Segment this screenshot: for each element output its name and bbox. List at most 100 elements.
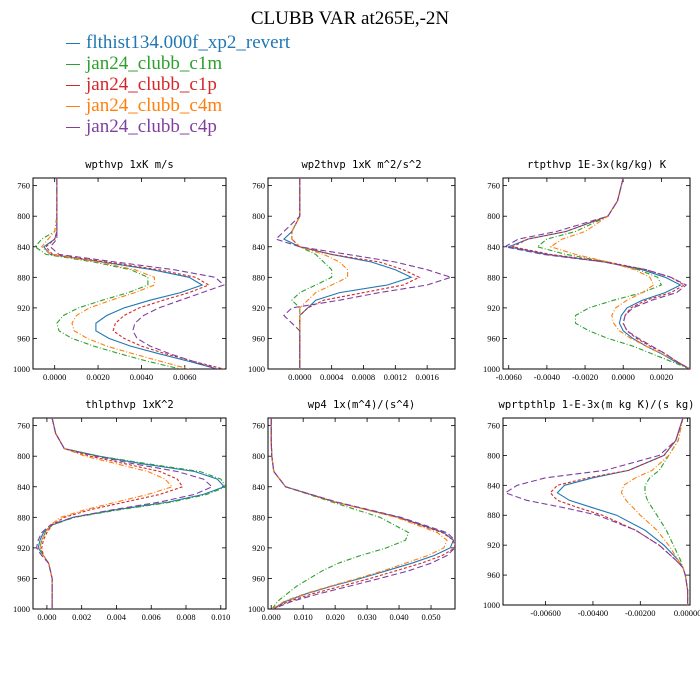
series-line-2 xyxy=(270,418,455,609)
series-line-4 xyxy=(504,418,689,605)
x-tick-label: 0.0008 xyxy=(352,372,375,382)
plot-title: wp4 1x(m^4)/(s^4) xyxy=(308,399,415,411)
plot-title: rtpthvp 1E-3x(kg/kg) K xyxy=(527,159,667,171)
x-tick-label: 0.0000 xyxy=(43,372,66,382)
y-tick-label: 880 xyxy=(17,272,30,282)
series-line-1 xyxy=(291,178,333,369)
legend-swatch xyxy=(66,85,80,87)
y-tick-label: 840 xyxy=(487,242,500,252)
y-tick-label: 880 xyxy=(487,510,500,520)
y-tick-label: 920 xyxy=(487,303,500,313)
x-tick-label: -0.0040 xyxy=(534,372,560,382)
x-tick-label: 0.0000 xyxy=(612,372,635,382)
y-tick-label: 960 xyxy=(487,333,500,343)
plot-title: wprtpthlp 1-E-3x(m kg K)/(s kg) xyxy=(499,399,695,411)
legend-item: jan24_clubb_c4p xyxy=(66,116,290,137)
series-line-2 xyxy=(549,418,689,605)
legend-label: jan24_clubb_c1p xyxy=(86,74,217,95)
y-tick-label: 760 xyxy=(17,421,30,431)
series-line-1 xyxy=(34,178,181,369)
y-tick-label: 920 xyxy=(17,303,30,313)
series-line-3 xyxy=(620,418,689,605)
y-tick-label: 1000 xyxy=(483,600,500,610)
x-tick-label: 0.050 xyxy=(421,612,440,622)
plot-frame xyxy=(32,417,227,610)
y-tick-label: 960 xyxy=(252,333,265,343)
series-line-3 xyxy=(549,178,690,369)
series-line-1 xyxy=(644,418,689,605)
y-tick-label: 840 xyxy=(252,482,265,492)
x-tick-label: 0.0020 xyxy=(650,372,673,382)
series-line-4 xyxy=(503,178,690,369)
legend-swatch xyxy=(66,43,80,45)
x-tick-label: 0.020 xyxy=(326,612,345,622)
legend-item: jan24_clubb_c4m xyxy=(66,95,290,116)
y-tick-label: 880 xyxy=(252,512,265,522)
series-line-4 xyxy=(270,418,455,609)
series-line-3 xyxy=(40,178,190,369)
y-tick-label: 920 xyxy=(487,540,500,550)
x-tick-label: 0.0016 xyxy=(415,372,438,382)
legend-item: flthist134.000f_xp2_revert xyxy=(66,32,290,53)
legend-label: flthist134.000f_xp2_revert xyxy=(86,32,291,53)
y-tick-label: 800 xyxy=(17,451,30,461)
x-tick-label: -0.00200 xyxy=(625,608,655,618)
y-tick-label: 920 xyxy=(17,543,30,553)
y-tick-label: 800 xyxy=(487,450,500,460)
x-tick-label: 0.0012 xyxy=(384,372,407,382)
y-tick-label: 960 xyxy=(17,573,30,583)
y-tick-label: 800 xyxy=(252,451,265,461)
x-tick-label: 0.040 xyxy=(389,612,408,622)
x-tick-label: 0.0000 xyxy=(288,372,311,382)
x-tick-label: -0.0020 xyxy=(572,372,598,382)
y-tick-label: 840 xyxy=(17,482,30,492)
y-tick-label: 840 xyxy=(17,242,30,252)
legend-item: jan24_clubb_c1m xyxy=(66,53,290,74)
series-line-1 xyxy=(270,418,410,609)
y-tick-label: 880 xyxy=(17,512,30,522)
x-tick-label: -0.0060 xyxy=(496,372,522,382)
series-line-0 xyxy=(556,418,689,605)
y-tick-label: 840 xyxy=(252,242,265,252)
y-tick-label: 920 xyxy=(252,303,265,313)
legend-swatch xyxy=(66,106,80,108)
y-tick-label: 800 xyxy=(252,211,265,221)
y-tick-label: 760 xyxy=(487,181,500,191)
x-tick-label: 0.0060 xyxy=(173,372,196,382)
y-tick-label: 880 xyxy=(252,272,265,282)
plot-frame xyxy=(502,177,691,370)
x-tick-label: 0.000 xyxy=(37,612,56,622)
y-tick-label: 1000 xyxy=(248,364,265,374)
y-tick-label: 760 xyxy=(252,421,265,431)
y-tick-label: 880 xyxy=(487,272,500,282)
series-line-3 xyxy=(270,418,448,609)
x-tick-label: 0.0040 xyxy=(130,372,153,382)
x-tick-label: 0.0004 xyxy=(320,372,344,382)
legend-item: jan24_clubb_c1p xyxy=(66,74,290,95)
series-line-4 xyxy=(274,178,453,369)
y-tick-label: 920 xyxy=(252,543,265,553)
series-line-2 xyxy=(291,178,421,369)
y-tick-label: 760 xyxy=(487,420,500,430)
series-line-3 xyxy=(291,178,349,369)
legend-label: jan24_clubb_c4p xyxy=(86,116,217,137)
x-tick-label: 0.0020 xyxy=(86,372,109,382)
y-tick-label: 960 xyxy=(252,573,265,583)
y-tick-label: 1000 xyxy=(248,604,265,614)
legend-label: jan24_clubb_c4m xyxy=(86,95,223,116)
series-line-0 xyxy=(42,178,218,369)
y-tick-label: 800 xyxy=(17,211,30,221)
plot-title: wpthvp 1xK m/s xyxy=(85,159,174,171)
series-line-2 xyxy=(45,178,224,369)
plot-frame xyxy=(267,177,456,370)
plot-frame xyxy=(267,417,456,610)
x-tick-label: -0.00400 xyxy=(578,608,608,618)
plot-frame xyxy=(32,177,227,370)
legend-swatch xyxy=(66,127,80,129)
y-tick-label: 1000 xyxy=(13,604,30,614)
x-tick-label: 0.002 xyxy=(72,612,91,622)
y-tick-label: 840 xyxy=(487,480,500,490)
series-line-0 xyxy=(37,418,226,609)
plot-frame xyxy=(502,417,691,606)
